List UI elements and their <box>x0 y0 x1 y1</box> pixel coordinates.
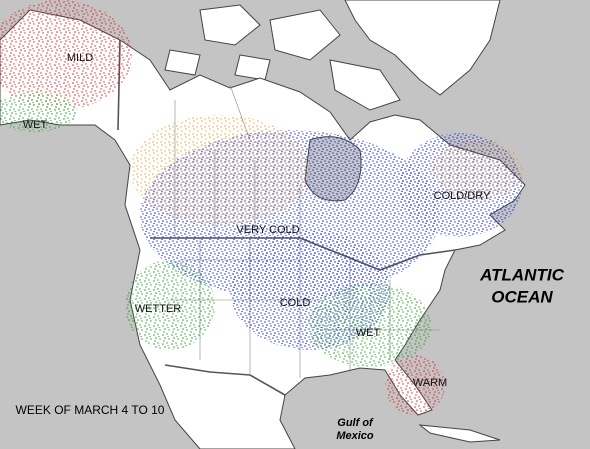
orange-east-area <box>433 140 523 200</box>
arctic-island <box>329 59 401 111</box>
wetter-area <box>125 260 215 350</box>
arctic-island <box>234 54 271 81</box>
arctic-island <box>164 49 201 76</box>
region-label: COLD/DRY <box>434 190 491 202</box>
arctic-island <box>269 9 341 61</box>
warm-area <box>385 355 445 415</box>
mild-area <box>0 0 132 110</box>
region-label: VERY COLD <box>236 224 299 236</box>
region-label: WETTER <box>135 303 181 315</box>
region-label: COLD <box>280 297 311 309</box>
gulf-label: Gulf of <box>337 417 374 429</box>
region-label: WARM <box>413 377 447 389</box>
ocean-label: ATLANTIC <box>479 265 564 284</box>
map-title: WEEK OF MARCH 4 TO 10 <box>16 403 165 417</box>
arctic-island <box>199 4 261 46</box>
us-mexico-border <box>164 364 286 396</box>
wet-east-area <box>308 283 432 367</box>
orange-area <box>130 115 310 225</box>
region-label: MILD <box>67 52 93 64</box>
greenland <box>344 0 501 96</box>
region-label: WET <box>23 119 48 131</box>
ocean-label: OCEAN <box>491 287 553 306</box>
wet-area <box>0 92 77 132</box>
region-label: WET <box>356 327 381 339</box>
cuba <box>418 424 501 443</box>
gulf-label: Mexico <box>336 430 374 442</box>
forecast-dots <box>0 0 523 415</box>
